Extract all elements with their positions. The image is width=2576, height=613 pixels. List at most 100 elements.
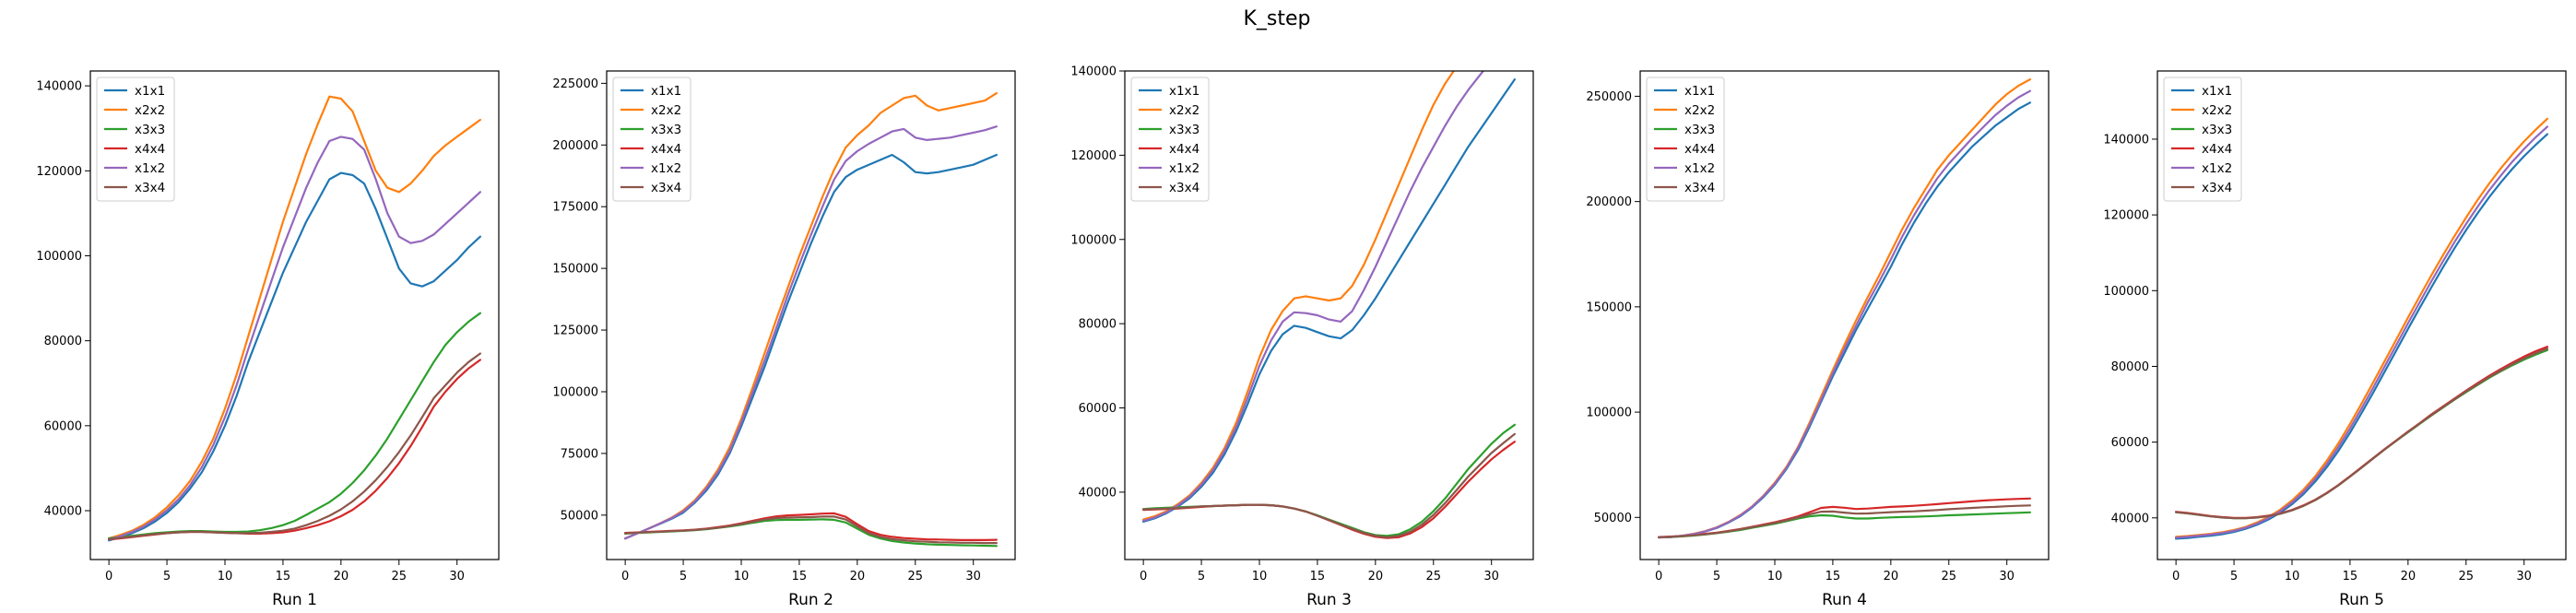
y-tick-label: 50000: [1594, 512, 1632, 525]
plot-frame: [89, 70, 500, 560]
series-group: [107, 95, 482, 542]
legend-label-x3x3: x3x3: [135, 123, 165, 137]
x-tick-label: 0: [621, 570, 629, 584]
series-line-x3x4: [1141, 432, 1517, 538]
y-tick-label: 150000: [552, 263, 598, 277]
x-tick-label: 25: [2458, 570, 2474, 584]
x-axis-label: Run 3: [1306, 591, 1352, 609]
y-tick-label: 175000: [552, 201, 598, 215]
series-line-x3x4: [107, 352, 482, 541]
chart-run-4: 0 5 10 15 20 25 30 50000 100000 150000 200000 25000…: [1586, 70, 2050, 609]
y-tick-label: 40000: [2111, 512, 2149, 525]
chart-run-5: 0 5 10 15 20 25 30 40000 60000 80000 100000 120000 1…: [2103, 70, 2567, 609]
y-tick-label: 80000: [44, 335, 82, 348]
y-tick-label: 75000: [561, 447, 598, 461]
x-tick-label: 20: [2401, 570, 2416, 584]
y-tick-label: 100000: [1070, 233, 1117, 247]
legend: x1x1 x2x2 x3x3 x4x4 x1x2 x3x4: [2163, 77, 2242, 202]
x-tick-label: 25: [1941, 570, 1956, 584]
y-tick-label: 60000: [2111, 436, 2149, 450]
legend-label-x4x4: x4x4: [2202, 142, 2232, 157]
y-tick-label: 120000: [36, 165, 82, 179]
plot-frame: [606, 70, 1016, 560]
legend: x1x1 x2x2 x3x3 x4x4 x1x2 x3x4: [1130, 77, 1210, 202]
x-tick-label: 0: [2172, 570, 2180, 584]
series-group: [1657, 77, 2031, 539]
x-tick-label: 10: [1767, 570, 1783, 584]
series-line-x1x2: [1141, 71, 1485, 523]
y-tick-label: 250000: [1586, 90, 1632, 104]
series-group: [2175, 117, 2548, 540]
y-tick-label: 200000: [1586, 195, 1632, 209]
legend-label-x3x4: x3x4: [651, 181, 681, 195]
legend-label-x3x3: x3x3: [1169, 123, 1199, 137]
legend-label-x2x2: x2x2: [135, 103, 165, 118]
legend-label-x3x4: x3x4: [1684, 181, 1715, 195]
series-line-x1x1: [1141, 77, 1517, 524]
y-tick-label: 100000: [36, 250, 82, 264]
x-tick-label: 5: [163, 570, 171, 584]
legend-label-x1x2: x1x2: [2202, 161, 2232, 176]
x-tick-label: 20: [334, 570, 349, 584]
legend-label-x3x3: x3x3: [2202, 123, 2232, 137]
chart-run-1: 0 5 10 15 20 25 30 40000 60000 80000 100000 120000 1…: [36, 70, 500, 609]
legend-label-x2x2: x2x2: [1684, 103, 1715, 118]
x-tick-label: 30: [449, 570, 465, 584]
x-tick-label: 30: [1483, 570, 1499, 584]
x-axis-label: Run 5: [2339, 591, 2384, 609]
plot-frame: [1124, 70, 1534, 560]
series-group: [1141, 71, 1517, 539]
y-tick-label: 80000: [2111, 360, 2149, 374]
legend-label-x4x4: x4x4: [651, 142, 681, 157]
y-tick-label: 100000: [552, 385, 598, 399]
legend-label-x3x3: x3x3: [1684, 123, 1715, 137]
x-tick-label: 15: [1826, 570, 1841, 584]
x-axis-label: Run 1: [272, 591, 317, 609]
series-line-x3x4: [2175, 348, 2548, 520]
y-tick-label: 40000: [1079, 486, 1117, 500]
y-tick-label: 140000: [1070, 65, 1117, 79]
x-tick-label: 5: [1713, 570, 1720, 584]
y-tick-label: 80000: [1079, 318, 1117, 332]
legend-label-x4x4: x4x4: [1169, 142, 1199, 157]
legend-label-x1x2: x1x2: [1169, 161, 1199, 176]
legend-label-x4x4: x4x4: [135, 142, 165, 157]
series-line-x1x1: [107, 171, 482, 542]
x-tick-label: 5: [679, 570, 687, 584]
x-axis-label: Run 4: [1822, 591, 1867, 609]
series-group: [623, 91, 998, 548]
y-tick-label: 150000: [1586, 301, 1632, 314]
x-tick-label: 15: [1310, 570, 1326, 584]
legend-label-x4x4: x4x4: [1684, 142, 1715, 157]
x-tick-label: 25: [907, 570, 923, 584]
legend-label-x3x4: x3x4: [1169, 181, 1199, 195]
x-tick-label: 20: [1884, 570, 1899, 584]
legend-label-x1x1: x1x1: [135, 84, 165, 99]
x-tick-label: 30: [1999, 570, 2015, 584]
y-tick-label: 120000: [1070, 149, 1117, 163]
legend: x1x1 x2x2 x3x3 x4x4 x1x2 x3x4: [612, 77, 691, 202]
legend-box: [1130, 77, 1210, 202]
series-line-x2x2: [1141, 71, 1456, 521]
series-line-x1x1: [2175, 133, 2548, 540]
y-tick-label: 40000: [44, 505, 82, 519]
y-tick-label: 100000: [1586, 407, 1632, 420]
x-tick-label: 20: [850, 570, 866, 584]
x-tick-label: 15: [792, 570, 808, 584]
plot-frame: [1639, 70, 2050, 560]
legend-label-x3x3: x3x3: [651, 123, 681, 137]
chart-run-3: 0 5 10 15 20 25 30 40000 60000 80000 100000 120000 1…: [1070, 65, 1534, 609]
x-tick-label: 25: [1425, 570, 1441, 584]
legend-box: [612, 77, 691, 202]
x-tick-label: 10: [2285, 570, 2300, 584]
legend-label-x1x1: x1x1: [2202, 84, 2232, 99]
y-tick-label: 120000: [2103, 209, 2149, 223]
y-tick-label: 50000: [561, 509, 598, 523]
legend-label-x1x1: x1x1: [651, 84, 681, 99]
x-tick-label: 5: [1198, 570, 1205, 584]
chart-run-2: 0 5 10 15 20 25 30 50000 75000 100000 125000 150000…: [552, 70, 1016, 609]
legend-box: [96, 77, 175, 202]
x-tick-label: 15: [2343, 570, 2358, 584]
y-tick-label: 140000: [2103, 133, 2149, 147]
